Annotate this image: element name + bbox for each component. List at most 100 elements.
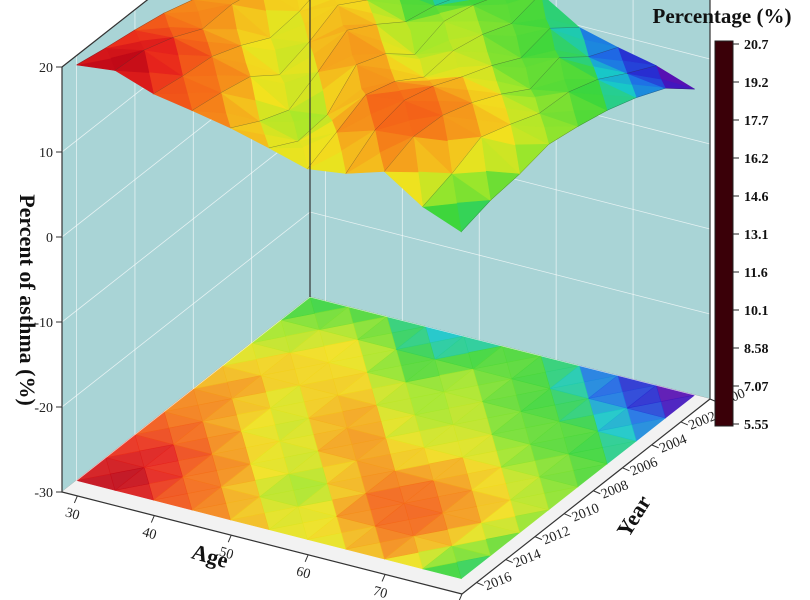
floor-cell xyxy=(374,502,410,527)
surface-line xyxy=(76,0,193,66)
floor-cell xyxy=(385,414,420,439)
colorbar-tick-label: 17.7 xyxy=(744,114,769,129)
year-tick-mark xyxy=(534,536,543,541)
plot-frame xyxy=(61,0,711,595)
year-tick-mark xyxy=(680,421,689,426)
age-tick-mark xyxy=(227,534,232,543)
floor-cell xyxy=(423,424,459,448)
colorbar-ticks: 20.7 19.2 17.7 16.2 14.6 13.1 11.6 10.1 8.58 7.07… xyxy=(733,38,769,433)
floor-cell xyxy=(337,371,373,396)
surface-facet xyxy=(280,0,300,13)
surface-facet xyxy=(194,0,233,5)
colorbar-tick-label: 11.6 xyxy=(744,266,768,281)
year-tick-mark xyxy=(476,582,484,586)
floor-cell xyxy=(202,398,237,422)
year-tick-mark xyxy=(593,490,601,495)
frame-edge xyxy=(461,398,711,595)
z-tick-label: 10 xyxy=(39,146,53,161)
floor-cell xyxy=(384,535,419,560)
floor-cell xyxy=(250,440,285,465)
age-tick-mark xyxy=(381,574,386,582)
floor-cell xyxy=(500,443,536,468)
x-axis-title: Age xyxy=(189,539,231,573)
z-tick-label: 20 xyxy=(39,61,53,76)
floor-cell xyxy=(307,515,342,540)
floor-cell xyxy=(366,348,402,373)
surface-line xyxy=(384,47,618,172)
surface-mesh xyxy=(76,0,695,233)
colorbar-tick-label: 20.7 xyxy=(744,38,769,53)
year-tick-mark xyxy=(651,444,659,449)
floor-cell xyxy=(539,453,574,478)
floor-cell xyxy=(327,460,362,484)
floor-cell xyxy=(365,470,400,494)
floor-cell xyxy=(153,476,188,501)
surface-facet xyxy=(419,0,436,7)
y-axis-title: Year xyxy=(611,491,656,542)
floor-cell xyxy=(471,466,506,491)
age-tick-label: 50 xyxy=(217,545,235,563)
floor-cell xyxy=(346,404,382,429)
floor-cell xyxy=(268,506,304,530)
surface-line xyxy=(153,0,310,95)
z-tick-label: -30 xyxy=(34,486,53,501)
colorbar: Percentage (%) 20.7 19.2 17.7 16.2 14.6 13.1 1… xyxy=(653,4,792,433)
z-axis-title: Percent of asthma (%) xyxy=(15,194,40,406)
floor-cell xyxy=(396,325,431,350)
floor-cell xyxy=(597,407,632,432)
colorbar-tick-label: 7.07 xyxy=(744,380,769,395)
age-tick-mark xyxy=(304,554,309,562)
floor-cell xyxy=(345,525,380,550)
floor-cell xyxy=(588,374,623,399)
colorbar-tick-label: 16.2 xyxy=(744,152,769,167)
floor-cell xyxy=(299,361,334,386)
floor-cell xyxy=(511,355,546,380)
floor-cell xyxy=(259,473,294,498)
floor-cell xyxy=(376,381,411,406)
floor-cell xyxy=(357,316,392,340)
age-tick-mark xyxy=(150,515,155,523)
floor-cell xyxy=(191,486,227,511)
frame-edge xyxy=(61,491,463,595)
floor-cell xyxy=(442,489,477,514)
floor-cell xyxy=(317,427,353,452)
floor-cell xyxy=(462,433,497,458)
year-tick-mark xyxy=(563,513,572,518)
year-tick-mark xyxy=(622,467,630,472)
z-tick-label: 0 xyxy=(46,231,53,246)
colorbar-tick-label: 19.2 xyxy=(744,76,769,91)
floor-cell xyxy=(240,407,276,432)
floor-cell xyxy=(451,522,487,547)
surface-line xyxy=(268,0,488,149)
colorbar-tick-label: 8.58 xyxy=(744,342,769,357)
floor-cell xyxy=(443,368,479,393)
floor-cell xyxy=(482,378,517,402)
floor-cell xyxy=(182,453,217,478)
colorbar-tick-label: 10.1 xyxy=(744,304,769,319)
floor-cell xyxy=(414,391,449,416)
frame-edge xyxy=(61,0,149,68)
surface-facet xyxy=(230,0,266,11)
floor-cell xyxy=(549,365,585,389)
floor-cell xyxy=(328,339,363,363)
floor-cell xyxy=(230,496,265,521)
floor-contour-projection xyxy=(62,296,710,594)
floor-cell xyxy=(144,443,179,468)
age-tick-label: 30 xyxy=(64,505,82,523)
age-tick-label: 40 xyxy=(140,525,158,543)
floor-cell xyxy=(413,512,448,537)
z-tick-label: -20 xyxy=(34,401,53,416)
age-tick-label: 60 xyxy=(294,564,312,582)
surface-facet xyxy=(472,0,508,6)
floor-cell xyxy=(114,466,150,491)
surface-line xyxy=(191,0,368,111)
colorbar-title: Percentage (%) xyxy=(653,4,792,28)
surface-line xyxy=(230,0,451,129)
floor-cell xyxy=(394,447,430,471)
z-tick-label: -10 xyxy=(34,316,53,331)
colorbar-tick-label: 14.6 xyxy=(744,190,769,205)
floor-cell xyxy=(480,499,516,524)
floor-cell xyxy=(308,394,343,419)
floor-cell xyxy=(289,329,325,353)
colorbar-bar xyxy=(714,40,734,427)
